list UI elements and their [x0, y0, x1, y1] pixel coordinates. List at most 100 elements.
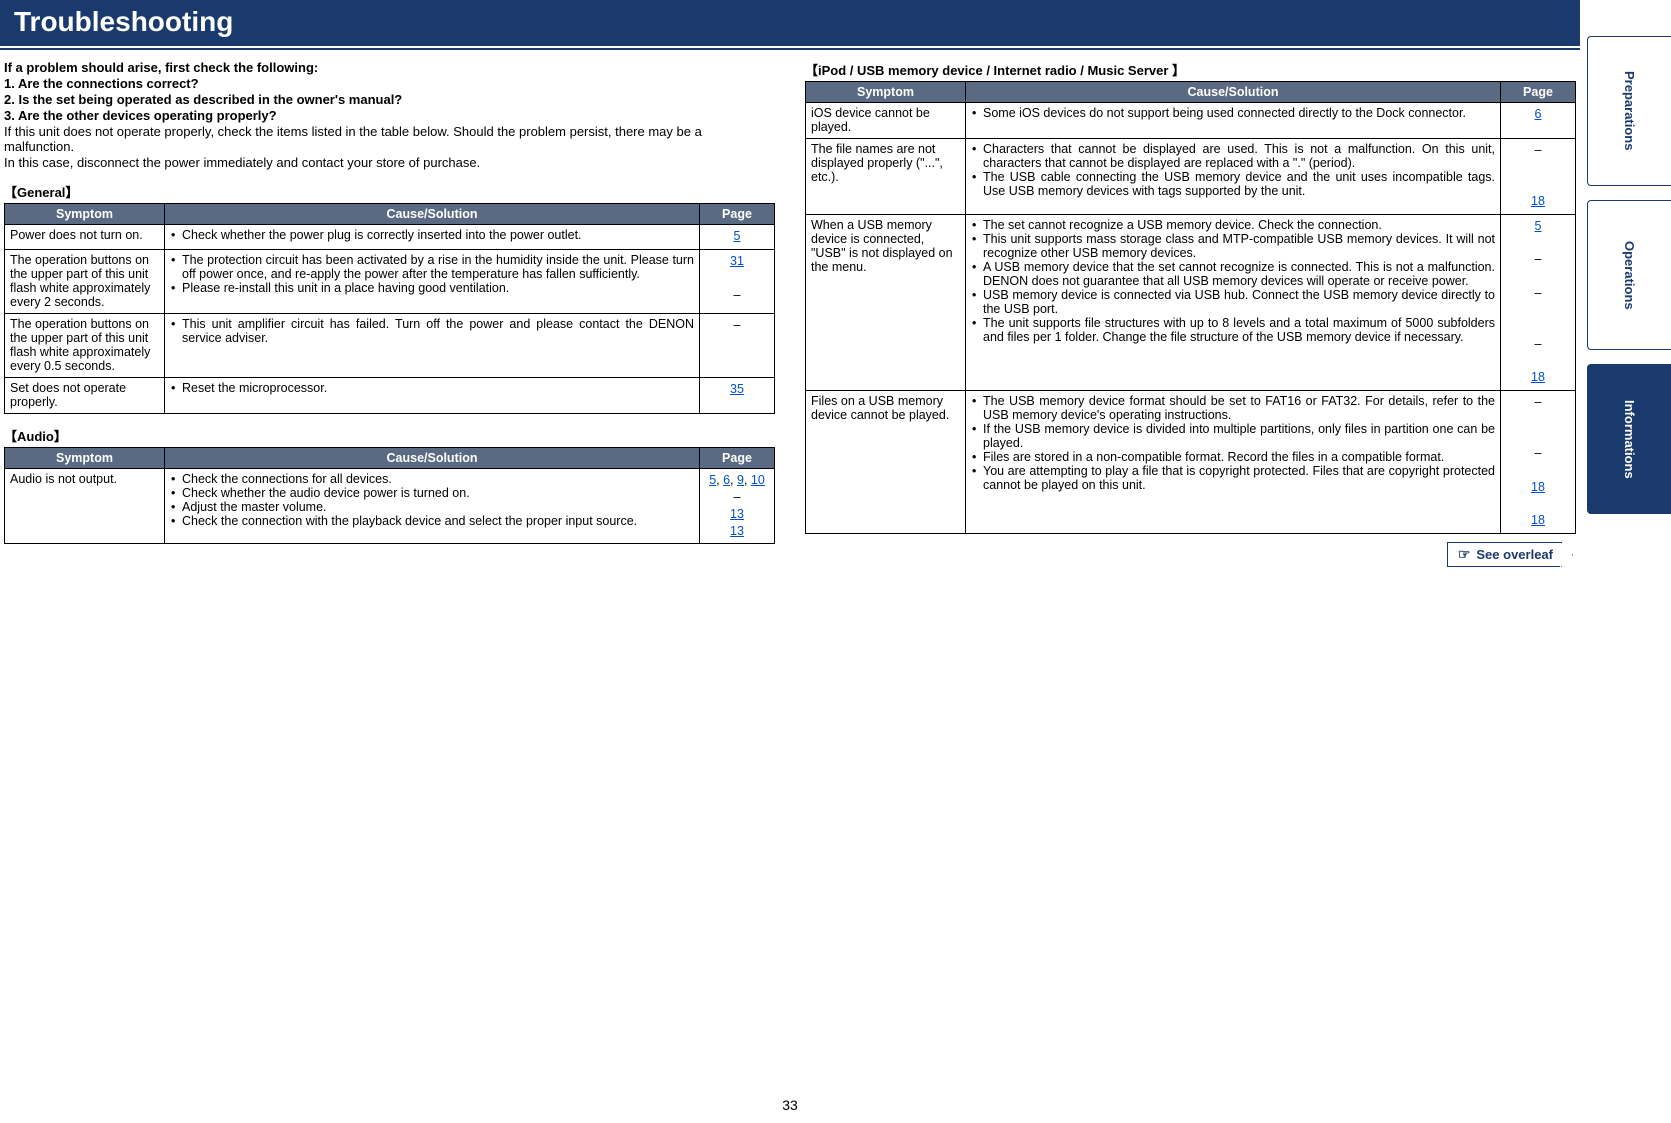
- page-link[interactable]: 10: [751, 473, 765, 487]
- cause-cell: Check whether the power plug is correctl…: [165, 225, 700, 250]
- page-text: [1536, 319, 1539, 336]
- title-underline: [0, 48, 1580, 50]
- page-link[interactable]: 18: [1531, 513, 1545, 527]
- page-link[interactable]: 6: [1535, 107, 1542, 121]
- page-text: [1536, 353, 1539, 370]
- page-link[interactable]: 18: [1531, 194, 1545, 208]
- tab-informations[interactable]: Informations: [1587, 364, 1671, 514]
- cause-item: This unit amplifier circuit has failed. …: [170, 317, 694, 345]
- cause-item: Check the connections for all devices.: [170, 472, 694, 486]
- page-text: [1536, 234, 1539, 251]
- intro-p1: If this unit does not operate properly, …: [4, 124, 775, 154]
- cause-item: Some iOS devices do not support being us…: [971, 106, 1495, 120]
- cause-item: The USB memory device format should be s…: [971, 394, 1495, 422]
- see-overleaf-link[interactable]: ☞ See overleaf: [1447, 542, 1562, 567]
- page-cell: – – 18 18: [1501, 391, 1576, 534]
- cause-item: This unit supports mass storage class an…: [971, 232, 1495, 260]
- page-link[interactable]: 18: [1531, 480, 1545, 494]
- page-number: 33: [0, 1097, 1580, 1113]
- symptom-cell: The file names are not displayed properl…: [806, 139, 966, 215]
- page-text: –: [1535, 251, 1542, 268]
- page-link[interactable]: 9: [737, 473, 744, 487]
- cause-item: If the USB memory device is divided into…: [971, 422, 1495, 450]
- hand-icon: ☞: [1458, 546, 1471, 563]
- tab-operations[interactable]: Operations: [1587, 200, 1671, 350]
- page-link[interactable]: 5: [1535, 219, 1542, 233]
- symptom-cell: iOS device cannot be played.: [806, 103, 966, 139]
- th-symptom: Symptom: [806, 82, 966, 103]
- table-row: The operation buttons on the upper part …: [5, 313, 775, 377]
- page-text: [1536, 428, 1539, 445]
- page-link[interactable]: 18: [1531, 370, 1545, 384]
- table-row: The operation buttons on the upper part …: [5, 249, 775, 313]
- cause-item: Check the connection with the playback d…: [170, 514, 694, 528]
- cause-cell: Characters that cannot be displayed are …: [966, 139, 1501, 215]
- page-link[interactable]: 13: [730, 507, 744, 521]
- page-text: –: [1535, 142, 1542, 159]
- th-symptom: Symptom: [5, 447, 165, 468]
- page-link[interactable]: 5: [709, 473, 716, 487]
- page-link[interactable]: 6: [723, 473, 730, 487]
- page-cell: 5, 6, 9, 10–1313: [700, 468, 775, 544]
- page-link[interactable]: 5: [734, 229, 741, 243]
- cause-item: The unit supports file structures with u…: [971, 316, 1495, 344]
- page-text: [1536, 462, 1539, 479]
- page-text: –: [1535, 285, 1542, 302]
- section-label-ipod: 【iPod / USB memory device / Internet rad…: [805, 60, 1576, 79]
- left-column: If a problem should arise, first check t…: [4, 60, 775, 567]
- cause-cell: Reset the microprocessor.: [165, 377, 700, 413]
- th-page: Page: [1501, 82, 1576, 103]
- intro-q1: 1. Are the connections correct?: [4, 76, 775, 91]
- page-text: –: [1535, 394, 1542, 411]
- page-text: –: [734, 317, 741, 334]
- intro-lead: If a problem should arise, first check t…: [4, 60, 775, 75]
- symptom-cell: The operation buttons on the upper part …: [5, 313, 165, 377]
- page-text: [1536, 411, 1539, 428]
- cause-item: USB memory device is connected via USB h…: [971, 288, 1495, 316]
- table-row: Files on a USB memory device cannot be p…: [806, 391, 1576, 534]
- section-label-general: 【General】: [4, 182, 775, 201]
- cause-cell: Some iOS devices do not support being us…: [966, 103, 1501, 139]
- cause-item: Please re-install this unit in a place h…: [170, 281, 694, 295]
- page-link[interactable]: 13: [730, 524, 744, 538]
- th-cause: Cause/Solution: [165, 447, 700, 468]
- page-text: –: [1535, 445, 1542, 462]
- table-row: Set does not operate properly.Reset the …: [5, 377, 775, 413]
- page-cell: 5: [700, 225, 775, 250]
- cause-cell: The USB memory device format should be s…: [966, 391, 1501, 534]
- cause-cell: This unit amplifier circuit has failed. …: [165, 313, 700, 377]
- cause-item: Files are stored in a non-compatible for…: [971, 450, 1495, 464]
- cause-cell: The protection circuit has been activate…: [165, 249, 700, 313]
- page-text: [1536, 268, 1539, 285]
- page-cell: –: [700, 313, 775, 377]
- table-row: Audio is not output.Check the connection…: [5, 468, 775, 544]
- symptom-cell: The operation buttons on the upper part …: [5, 249, 165, 313]
- cause-item: The USB cable connecting the USB memory …: [971, 170, 1495, 198]
- page-text: –: [734, 489, 741, 506]
- intro-q3: 3. Are the other devices operating prope…: [4, 108, 775, 123]
- main-content: If a problem should arise, first check t…: [0, 60, 1580, 567]
- cause-item: The protection circuit has been activate…: [170, 253, 694, 281]
- section-label-audio: 【Audio】: [4, 426, 775, 445]
- table-audio: Symptom Cause/Solution Page Audio is not…: [4, 447, 775, 545]
- page-text: [1536, 159, 1539, 176]
- cause-item: The set cannot recognize a USB memory de…: [971, 218, 1495, 232]
- page-text: –: [734, 287, 741, 304]
- page-link[interactable]: 31: [730, 254, 744, 268]
- overleaf-label: See overleaf: [1476, 547, 1553, 562]
- page-link[interactable]: 35: [730, 382, 744, 396]
- table-row: Power does not turn on.Check whether the…: [5, 225, 775, 250]
- page-cell: 31 –: [700, 249, 775, 313]
- page-cell: 5 – – – 18: [1501, 214, 1576, 391]
- tab-preparations[interactable]: Preparations: [1587, 36, 1671, 186]
- cause-item: A USB memory device that the set cannot …: [971, 260, 1495, 288]
- th-symptom: Symptom: [5, 204, 165, 225]
- intro-p2: In this case, disconnect the power immed…: [4, 155, 775, 170]
- page-text: [1536, 176, 1539, 193]
- page-cell: – 18: [1501, 139, 1576, 215]
- symptom-cell: Set does not operate properly.: [5, 377, 165, 413]
- page-text: –: [1535, 336, 1542, 353]
- symptom-cell: Power does not turn on.: [5, 225, 165, 250]
- side-tabs: Preparations Operations Informations: [1587, 36, 1671, 514]
- page-text: [1536, 496, 1539, 513]
